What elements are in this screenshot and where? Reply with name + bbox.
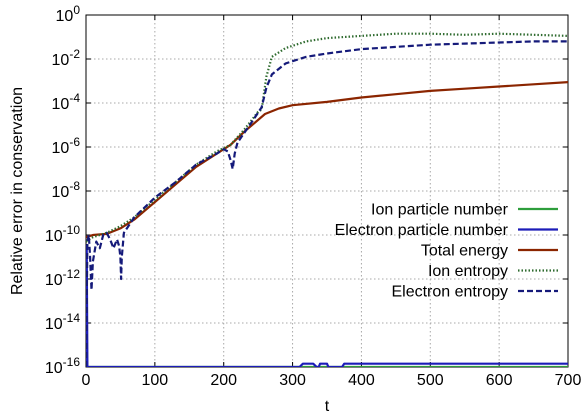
grid-lines — [86, 15, 568, 367]
y-tick-label-exponent: -6 — [69, 135, 80, 149]
x-tick-label: 0 — [82, 372, 91, 389]
y-tick-label: 10-6 — [52, 135, 81, 157]
series-line-electron-entropy — [86, 40, 568, 367]
y-tick-label: 10-12 — [45, 267, 80, 289]
y-tick-label-exponent: -2 — [69, 47, 80, 61]
legend-label: Ion entropy — [428, 263, 508, 280]
x-tick-label: 100 — [142, 372, 169, 389]
y-tick-label: 10-4 — [52, 91, 81, 113]
y-tick-label: 10-8 — [52, 179, 81, 201]
y-tick-label-exponent: -14 — [63, 311, 81, 325]
series-line-total-energy — [86, 81, 568, 239]
y-tick-label-exponent: -12 — [63, 267, 81, 281]
x-tick-label: 500 — [417, 372, 444, 389]
legend-label: Electron entropy — [391, 284, 508, 301]
y-tick-label: 10-2 — [52, 47, 81, 69]
y-tick-label-base: 10 — [45, 272, 63, 289]
y-tick-label-base: 10 — [45, 316, 63, 333]
y-tick-label-base: 10 — [52, 140, 70, 157]
y-tick-label-base: 10 — [45, 228, 63, 245]
y-tick-label-exponent: 0 — [73, 3, 80, 17]
y-tick-label-exponent: -8 — [69, 179, 80, 193]
y-tick-label-base: 10 — [52, 96, 70, 113]
y-tick-label: 10-16 — [45, 355, 80, 377]
y-tick-label-exponent: -4 — [69, 91, 80, 105]
y-tick-label: 100 — [56, 3, 81, 25]
y-axis-label: Relative error in conservation — [9, 87, 26, 295]
series-layer — [86, 32, 568, 367]
x-tick-label: 700 — [555, 372, 582, 389]
x-tick-label: 600 — [486, 372, 513, 389]
y-tick-label-base: 10 — [56, 8, 74, 25]
series-line-ion-entropy — [86, 32, 568, 243]
x-tick-label: 200 — [210, 372, 237, 389]
legend: Ion particle number Electron particle num… — [335, 202, 558, 301]
x-tick-label: 400 — [348, 372, 375, 389]
y-tick-label: 10-14 — [45, 311, 80, 333]
y-tick-label: 10-10 — [45, 223, 80, 245]
y-tick-label-base: 10 — [52, 184, 70, 201]
y-tick-label-base: 10 — [52, 52, 70, 69]
x-axis-label: t — [325, 398, 330, 415]
legend-label: Total energy — [421, 243, 508, 260]
y-tick-label-base: 10 — [45, 360, 63, 377]
axis-ticks: 0 100 200 300 400 500 600 70010010-210-410-610-… — [45, 3, 582, 389]
legend-label: Ion particle number — [371, 202, 509, 219]
legend-label: Electron particle number — [335, 222, 509, 239]
y-tick-label-exponent: -16 — [63, 355, 81, 369]
x-tick-label: 300 — [279, 372, 306, 389]
y-tick-label-exponent: -10 — [63, 223, 81, 237]
